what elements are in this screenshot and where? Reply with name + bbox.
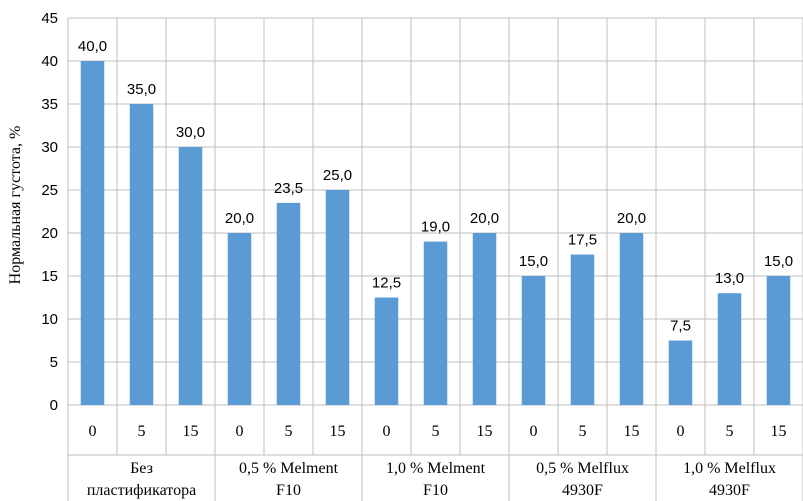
- x-tick-label: 0: [530, 423, 538, 440]
- data-label: 40,0: [78, 38, 107, 55]
- labels-layer: 40,0 35,0 30,0 20,0 23,5 25,0 12,5 19,0 20,0 15,0…: [78, 38, 793, 335]
- y-tick-label: 15: [41, 268, 58, 285]
- group-label-line: Без: [130, 460, 153, 477]
- bar: [325, 190, 350, 405]
- bar: [619, 233, 644, 405]
- x-tick-label: 5: [579, 423, 587, 440]
- data-label: 23,5: [274, 180, 303, 197]
- data-label: 35,0: [127, 81, 156, 98]
- bar: [227, 233, 252, 405]
- x-tick-label: 0: [383, 423, 391, 440]
- y-tick-label: 25: [41, 182, 58, 199]
- bar: [178, 147, 203, 405]
- group-label-line: пластификатора: [87, 482, 196, 499]
- group-label-line: F10: [276, 482, 301, 499]
- y-axis-title: Нормальная густота, %: [7, 126, 24, 285]
- x-tick-label: 15: [624, 423, 640, 440]
- group-label: 1,0 % Melflux 4930F: [683, 460, 776, 499]
- data-label: 15,0: [764, 253, 793, 270]
- group-label: 0,5 % Melment F10: [239, 460, 339, 499]
- group-label: Без пластификатора: [87, 460, 196, 499]
- bar: [374, 297, 399, 405]
- bar: [717, 293, 742, 405]
- bar: [570, 254, 595, 405]
- bar: [276, 202, 301, 405]
- x-tick-label: 15: [771, 423, 787, 440]
- bar: [80, 61, 105, 405]
- group-label: 0,5 % Melflux 4930F: [536, 460, 629, 499]
- data-label: 7,5: [670, 318, 691, 335]
- y-tick-label: 45: [41, 10, 58, 27]
- x-tick-label: 0: [677, 423, 685, 440]
- x-tick-label: 5: [285, 423, 293, 440]
- bar: [766, 276, 791, 405]
- x-tick-label: 15: [477, 423, 493, 440]
- bar: [129, 104, 154, 405]
- data-label: 30,0: [176, 124, 205, 141]
- bar: [423, 241, 448, 405]
- data-label: 19,0: [421, 219, 450, 236]
- y-tick-label: 0: [50, 397, 58, 414]
- x-tick-label: 5: [726, 423, 734, 440]
- group-label-line: 0,5 % Melflux: [536, 460, 629, 477]
- y-tick-label: 30: [41, 139, 58, 156]
- y-tick-label: 5: [50, 354, 58, 371]
- x-tick-label: 5: [138, 423, 146, 440]
- y-tick-label: 20: [41, 225, 58, 242]
- data-label: 12,5: [372, 275, 401, 292]
- bar: [668, 340, 693, 405]
- group-label-line: 4930F: [709, 482, 750, 499]
- y-tick-label: 40: [41, 53, 58, 70]
- data-label: 20,0: [617, 210, 646, 227]
- x-tick-label: 15: [183, 423, 199, 440]
- data-label: 20,0: [470, 210, 499, 227]
- x-tick-label: 15: [330, 423, 346, 440]
- x-tick-label: 0: [236, 423, 244, 440]
- y-tick-label: 10: [41, 311, 58, 328]
- data-label: 15,0: [519, 253, 548, 270]
- group-label-line: F10: [423, 482, 448, 499]
- bar: [472, 233, 497, 405]
- data-label: 17,5: [568, 232, 597, 249]
- group-label-line: 4930F: [562, 482, 603, 499]
- group-label: 1,0 % Melment F10: [386, 460, 486, 499]
- group-label-line: 1,0 % Melment: [386, 460, 486, 477]
- bar: [521, 276, 546, 405]
- axis-layer: 0 5 10 15 20 25 30 35 40 45 0 5 15 0 5 15 0 5 15 0 5 15 0 5 15 Бе…: [41, 10, 803, 501]
- group-label-line: 0,5 % Melment: [239, 460, 339, 477]
- y-tick-label: 35: [41, 96, 58, 113]
- x-tick-label: 0: [89, 423, 97, 440]
- bars-layer: [80, 61, 791, 405]
- group-label-line: 1,0 % Melflux: [683, 460, 776, 477]
- data-label: 20,0: [225, 210, 254, 227]
- data-label: 13,0: [715, 270, 744, 287]
- data-label: 25,0: [323, 167, 352, 184]
- x-tick-label: 5: [432, 423, 440, 440]
